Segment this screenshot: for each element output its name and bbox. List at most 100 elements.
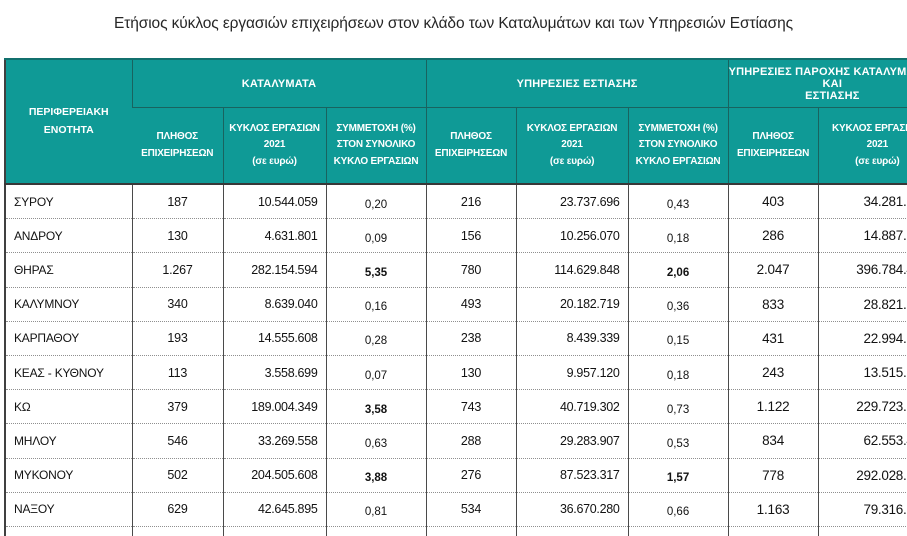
column-header-food-count: ΠΛΗΘΟΣ ΕΠΙΧΕΙΡΗΣΕΩΝ: [425, 107, 517, 184]
value-cell: 113: [131, 354, 223, 390]
table-row: ΚΑΡΠΑΘΟΥ 193 14.555.608 0,28 238 8.439.339 0,1…: [5, 320, 907, 356]
value-cell: 396.784.443: [817, 252, 907, 288]
value-cell: 13.515.819: [817, 354, 907, 390]
value-cell: 0,07: [325, 354, 427, 390]
value-cell: 286: [727, 218, 819, 253]
value-cell: 20.182.719: [515, 286, 629, 322]
region-cell: ΣΥΡΟΥ: [14, 194, 54, 209]
value-cell: 2,06: [627, 252, 729, 288]
column-header-acc-turnover: ΚΥΚΛΟΣ ΕΡΓΑΣΙΩΝ 2021 (σε ευρώ): [222, 107, 326, 184]
value-cell: 14.555.608: [222, 320, 326, 356]
data-table: ΠΕΡΙΦΕΡΕΙΑΚΗ ΕΝΟΤΗΤΑ ΚΑΤΑΛΥΜΑΤΑ ΥΠΗΡΕΣΙΕ…: [4, 58, 907, 536]
value-cell: 0,66: [627, 491, 729, 527]
value-cell: 4.631.801: [222, 218, 326, 253]
value-cell: 0,28: [325, 320, 427, 356]
value-cell: 0,36: [627, 286, 729, 322]
value-cell: 973: [727, 525, 819, 536]
value-cell: 534: [425, 491, 517, 527]
value-cell: 416: [425, 525, 517, 536]
value-cell: 778: [727, 457, 819, 493]
value-cell: 130: [131, 218, 223, 253]
value-cell: 29.283.907: [515, 423, 629, 458]
value-cell: 42.645.895: [222, 491, 326, 527]
value-cell: 1.267: [131, 252, 223, 288]
value-cell: 0,20: [325, 184, 427, 219]
table-row: ΠΑΡΟΥ55744.503.5820,8441651.169.3350,929…: [5, 525, 907, 536]
value-cell: 8.639.040: [222, 286, 326, 322]
value-cell: 156: [425, 218, 517, 253]
value-cell: 187: [131, 184, 223, 219]
page-title: Ετήσιος κύκλος εργασιών επιχειρήσεων στο…: [113, 15, 794, 32]
value-cell: 44.503.582: [222, 525, 326, 536]
value-cell: 0,53: [627, 423, 729, 458]
value-cell: 22.994.946: [817, 320, 907, 356]
group-header-accommodation: ΚΑΤΑΛΥΜΑΤΑ: [131, 59, 427, 108]
region-cell: ΜΗΛΟΥ: [5, 423, 132, 458]
value-cell: 502: [131, 457, 223, 493]
column-header-food-turnover: ΚΥΚΛΟΣ ΕΡΓΑΣΙΩΝ 2021 (σε ευρώ): [515, 107, 629, 184]
value-cell: 340: [131, 286, 223, 322]
column-header-combined-count: ΠΛΗΘΟΣ ΕΠΙΧΕΙΡΗΣΕΩΝ: [727, 107, 819, 184]
table-row: ΜΗΛΟΥ 546 33.269.558 0,63 288 29.283.907 0,53 8…: [5, 423, 907, 458]
value-cell: 79.316.175: [817, 491, 907, 527]
column-header-acc-count: ΠΛΗΘΟΣ ΕΠΙΧΕΙΡΗΣΕΩΝ: [132, 107, 223, 184]
column-header-region: ΠΕΡΙΦΕΡΕΙΑΚΗ ΕΝΟΤΗΤΑ: [5, 59, 132, 185]
value-cell: 3.558.699: [222, 354, 326, 390]
value-cell: 1,57: [627, 457, 729, 493]
value-cell: 1.122: [727, 389, 819, 424]
value-cell: 51.169.335: [515, 525, 629, 536]
value-cell: 95.672.916: [817, 525, 907, 536]
region-cell: ΘΗΡΑΣ: [5, 252, 132, 288]
table-container: ΠΕΡΙΦΕΡΕΙΑΚΗ ΕΝΟΤΗΤΑ ΚΑΤΑΛΥΜΑΤΑ ΥΠΗΡΕΣΙΕ…: [4, 58, 907, 536]
region-cell: ΚΑΡΠΑΘΟΥ: [5, 320, 132, 356]
value-cell: 0,15: [627, 320, 729, 356]
table-row: ΜΥΚΟΝΟΥ 502 204.505.608 3,88 276 87.523.317 1,…: [5, 457, 907, 493]
value-cell: 743: [425, 389, 517, 424]
value-cell: 36.670.280: [515, 491, 629, 527]
value-cell: 243: [727, 354, 819, 390]
value-cell: 33.269.558: [222, 423, 326, 458]
group-header-food-service: ΥΠΗΡΕΣΙΕΣ ΕΣΤΙΑΣΗΣ: [425, 59, 729, 108]
value-cell: 5,35: [325, 252, 427, 288]
value-cell: 403: [727, 184, 819, 219]
table-row: ΝΑΞΟΥ 629 42.645.895 0,81 534 36.670.280 0,66 1…: [5, 491, 907, 527]
value-cell: 62.553.465: [817, 423, 907, 458]
value-cell: 292.028.925: [817, 457, 907, 493]
value-cell: 10.256.070: [515, 218, 629, 253]
value-cell: 189.004.349: [222, 389, 326, 424]
column-header-food-share: ΣΥΜΜΕΤΟΧΗ (%) ΣΤΟΝ ΣΥΝΟΛΙΚΟ ΚΥΚΛΟ ΕΡΓΑΣΙ…: [627, 107, 729, 184]
value-cell: 10.544.059: [222, 184, 326, 219]
value-cell: 282.154.594: [222, 252, 326, 288]
region-cell: ΚΩ: [5, 389, 132, 424]
value-cell: 204.505.608: [222, 457, 326, 493]
value-cell: 0,09: [325, 218, 427, 253]
table-body: ΣΥΡΟΥ 187 10.544.059 0,20 216 23.737.696 0,43 4…: [5, 184, 907, 536]
table-row: ΑΝΔΡΟΥ 130 4.631.801 0,09 156 10.256.070 0,18 2…: [5, 218, 907, 253]
value-cell: 557: [131, 525, 223, 536]
column-header-combined-turnover: ΚΥΚΛΟΣ ΕΡΓΑΣΙΩΝ 2021 (σε ευρώ): [817, 107, 907, 184]
table-row: ΚΕΑΣ - ΚΥΘΝΟΥ 113 3.558.699 0,07 130 9.957.12…: [5, 354, 907, 390]
value-cell: 0,63: [325, 423, 427, 458]
value-cell: 0,92: [627, 525, 729, 536]
table-row: ΚΩ 379 189.004.349 3,58 743 40.719.302 0,73 1.1…: [5, 389, 907, 424]
region-cell: ΠΑΡΟΥ: [5, 525, 132, 536]
value-cell: 0,84: [325, 525, 427, 536]
value-cell: 493: [425, 286, 517, 322]
value-cell: 193: [131, 320, 223, 356]
group-header-row: ΠΕΡΙΦΕΡΕΙΑΚΗ ΕΝΟΤΗΤΑ ΚΑΤΑΛΥΜΑΤΑ ΥΠΗΡΕΣΙΕ…: [5, 59, 907, 185]
table-header: ΠΕΡΙΦΕΡΕΙΑΚΗ ΕΝΟΤΗΤΑ ΚΑΤΑΛΥΜΑΤΑ ΥΠΗΡΕΣΙΕ…: [5, 59, 907, 185]
value-cell: 40.719.302: [515, 389, 629, 424]
value-cell: 14.887.871: [817, 218, 907, 253]
value-cell: 780: [425, 252, 517, 288]
value-cell: 34.281.756: [817, 184, 907, 219]
table-row: ΣΥΡΟΥ 187 10.544.059 0,20 216 23.737.696 0,43 4…: [5, 184, 907, 219]
region-cell: ΝΑΞΟΥ: [5, 491, 132, 527]
table-row: ΘΗΡΑΣ 1.267 282.154.594 5,35 780 114.629.848 2…: [5, 252, 907, 288]
value-cell: 87.523.317: [515, 457, 629, 493]
table-row: ΚΑΛΥΜΝΟΥ 340 8.639.040 0,16 493 20.182.719 0,3…: [5, 286, 907, 322]
value-cell: 0,18: [627, 218, 729, 253]
value-cell: 9.957.120: [515, 354, 629, 390]
value-cell: 834: [727, 423, 819, 458]
value-cell: 431: [727, 320, 819, 356]
